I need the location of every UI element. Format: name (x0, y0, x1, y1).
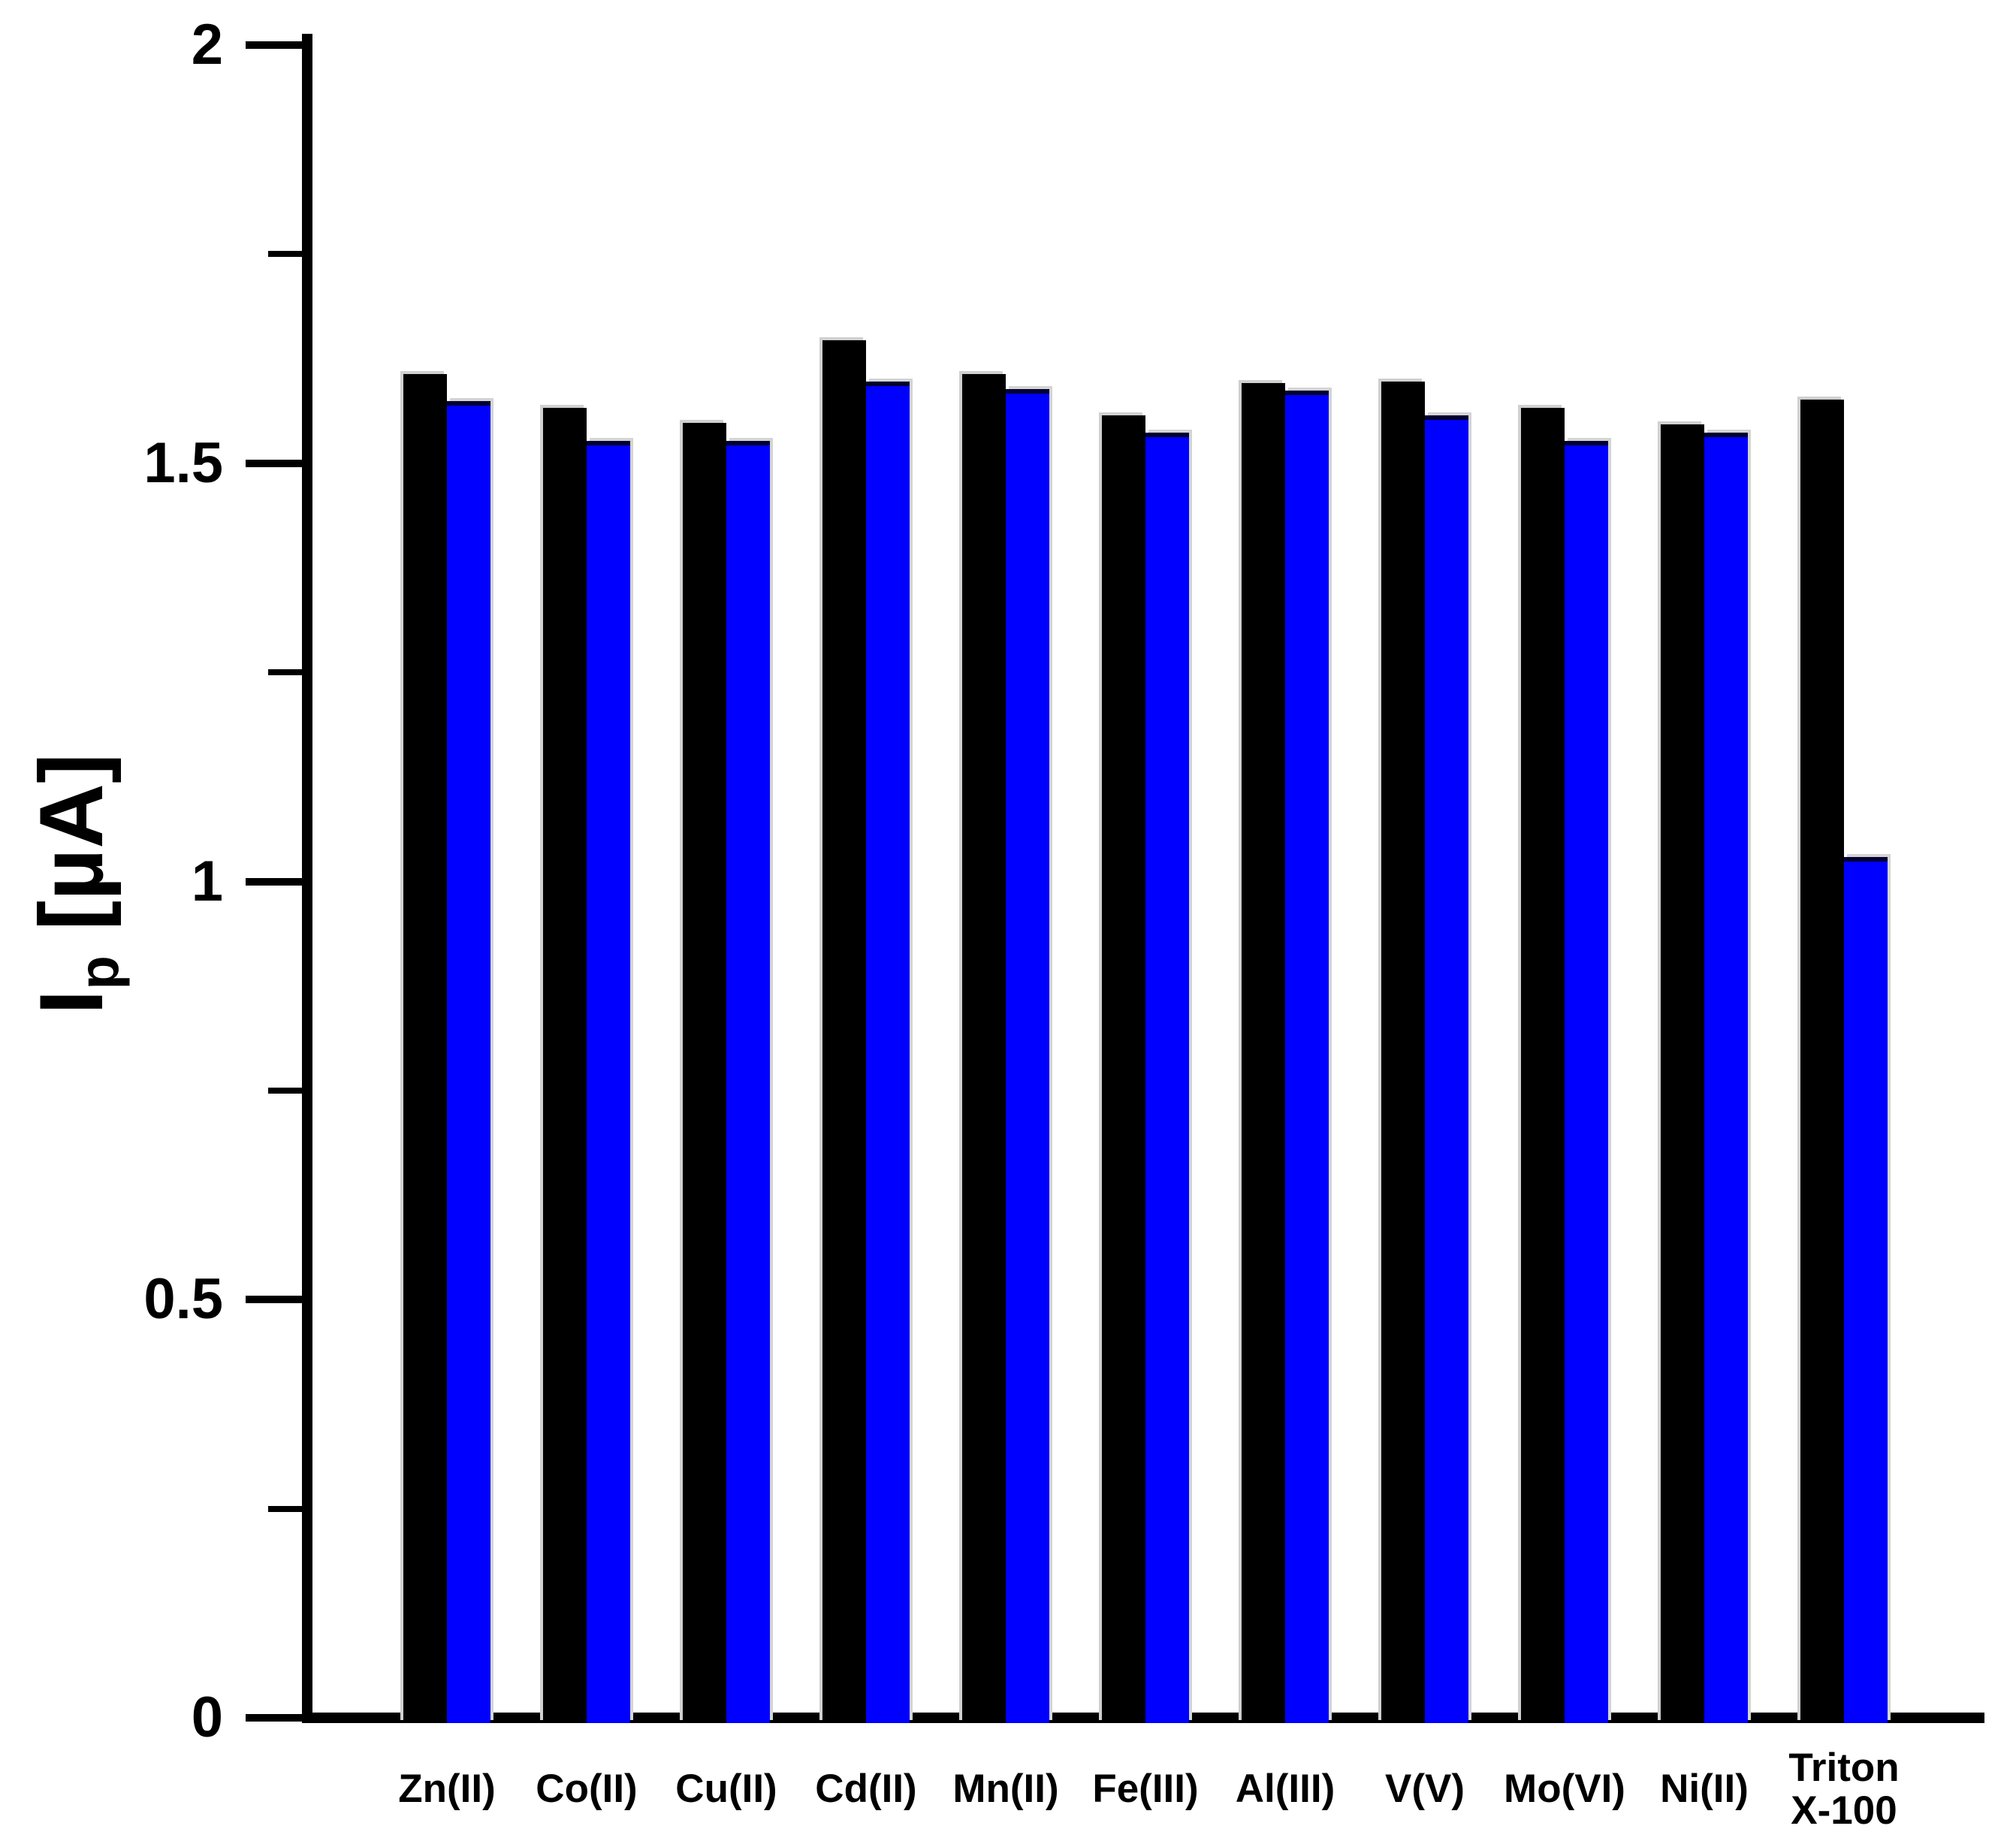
x-category-label: Triton X-100 (1724, 1746, 1964, 1832)
x-category-label-line: Fe(III) (1092, 1767, 1199, 1811)
x-category-label: Al(III) (1165, 1767, 1405, 1810)
x-category-label-line: Ni(II) (1660, 1767, 1749, 1811)
bar-blue-Cu(II) (726, 441, 770, 1723)
y-axis-spine (302, 34, 312, 1723)
y-tick-label: 1.5 (143, 430, 223, 495)
bar-black-Co(II) (543, 408, 587, 1723)
bar-black-Zn(II) (403, 374, 447, 1723)
x-category-label-line: Co(II) (536, 1767, 638, 1811)
y-minor-tick (268, 1505, 302, 1512)
y-minor-tick (268, 669, 302, 676)
x-category-label-line: Cd(II) (815, 1767, 917, 1811)
bar-black-Cd(II) (822, 340, 866, 1723)
x-category-label-line: X-100 (1791, 1788, 1897, 1833)
bar-black-Cu(II) (683, 423, 726, 1723)
x-category-label: Ni(II) (1584, 1767, 1824, 1810)
x-category-label-line: Zn(II) (398, 1767, 496, 1811)
x-category-label: Zn(II) (327, 1767, 567, 1810)
bar-blue-Al(III) (1285, 391, 1329, 1723)
x-category-label: Co(II) (466, 1767, 707, 1810)
bar-black-Mn(II) (962, 374, 1006, 1723)
bar-black-Ni(II) (1661, 424, 1704, 1723)
x-category-label-line: Mo(VI) (1504, 1767, 1625, 1811)
y-tick-label: 0 (191, 1686, 223, 1749)
y-tick-label: 1 (191, 849, 223, 913)
bar-blue-Cd(II) (866, 382, 910, 1723)
bar-black-Al(III) (1242, 383, 1285, 1723)
x-category-label: Cu(II) (606, 1767, 847, 1810)
x-category-label: Mn(II) (886, 1767, 1126, 1810)
bar-blue-Mn(II) (1006, 389, 1049, 1723)
y-major-tick (246, 1296, 302, 1304)
y-major-tick (246, 1714, 302, 1722)
x-category-label: Mo(VI) (1444, 1767, 1685, 1810)
y-minor-tick (268, 1087, 302, 1094)
bar-black-Triton X-100 (1800, 400, 1844, 1723)
x-category-label: V(V) (1305, 1767, 1545, 1810)
bar-black-Fe(III) (1102, 415, 1145, 1723)
y-major-tick (246, 877, 302, 886)
bar-blue-Fe(III) (1145, 433, 1189, 1723)
bar-blue-Zn(II) (447, 401, 490, 1723)
bar-blue-Co(II) (587, 441, 630, 1723)
x-category-label: Fe(III) (1025, 1767, 1266, 1810)
bar-blue-Ni(II) (1704, 433, 1748, 1723)
bar-black-V(V) (1381, 382, 1425, 1723)
bar-blue-Triton X-100 (1844, 857, 1888, 1723)
x-category-label-line: V(V) (1385, 1767, 1465, 1811)
bar-blue-V(V) (1425, 415, 1468, 1723)
bar-black-Mo(VI) (1521, 408, 1565, 1723)
y-minor-tick (268, 251, 302, 258)
y-major-tick (246, 41, 302, 49)
y-tick-label: 0.5 (143, 1267, 223, 1332)
x-category-label: Cd(II) (746, 1767, 986, 1810)
bar-blue-Mo(VI) (1565, 441, 1608, 1723)
x-category-label-line: Mn(II) (952, 1767, 1059, 1811)
x-category-label-line: Al(III) (1235, 1767, 1335, 1811)
x-category-label-line: Cu(II) (675, 1767, 777, 1811)
y-tick-label: 2 (191, 13, 223, 77)
y-major-tick (246, 459, 302, 467)
x-category-label-line: Triton (1788, 1746, 1900, 1790)
